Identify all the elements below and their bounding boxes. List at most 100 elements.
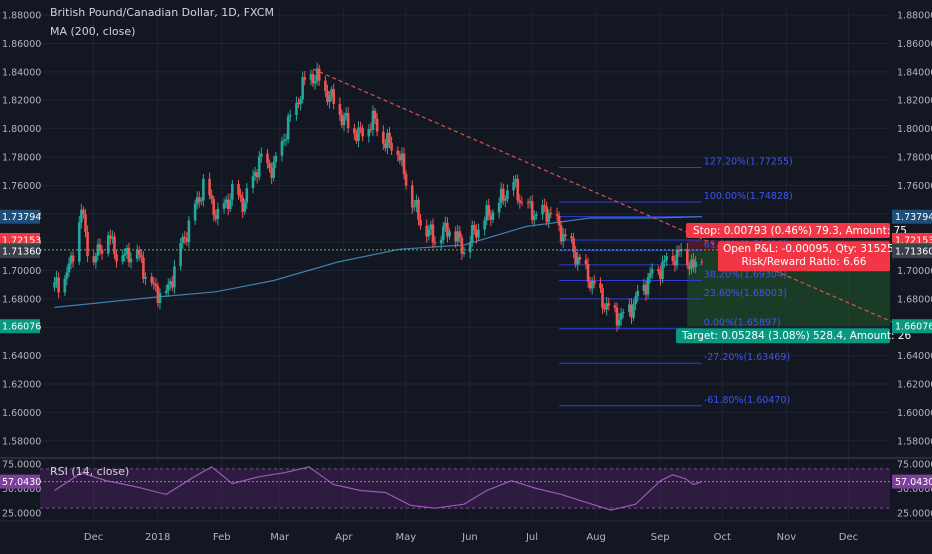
x-tick-label: 2018 — [145, 532, 170, 543]
candle-body — [607, 303, 611, 306]
candle-body — [686, 249, 689, 266]
candle-body — [346, 113, 350, 129]
candle-body — [367, 129, 371, 137]
x-tick-label: Dec — [839, 532, 858, 543]
candle-body — [295, 102, 298, 116]
candle-body — [164, 291, 168, 294]
candle-body — [106, 235, 110, 254]
price-badge-right-text: 1.73794 — [895, 212, 932, 223]
candle-body — [272, 162, 275, 178]
candle-body — [371, 110, 375, 131]
candle-body — [171, 281, 174, 288]
price-tick-label: 1.60000 — [897, 408, 932, 419]
stop-label-box — [686, 222, 890, 238]
candle-body — [497, 202, 501, 213]
candle-body — [621, 312, 625, 314]
candle-body — [402, 153, 406, 174]
candle-body — [226, 199, 230, 210]
candle-body — [619, 312, 623, 320]
candle-body — [518, 200, 522, 203]
candle-body — [127, 248, 131, 263]
candle-body — [231, 184, 234, 200]
candle-body — [659, 271, 662, 279]
candle-body — [574, 252, 577, 265]
price-badge-left-text: 1.71360 — [2, 247, 41, 258]
candle-body — [297, 102, 300, 105]
candle-body — [601, 288, 604, 308]
candle-body — [671, 255, 675, 262]
price-badge-right-text: 1.66076 — [895, 322, 932, 333]
candle-body — [448, 231, 451, 237]
x-tick-label: Nov — [777, 532, 797, 543]
price-badge-right — [892, 209, 932, 224]
candle-body — [382, 131, 385, 144]
pnl-label: Open P&L: -0.00095, Qty: 31525 — [723, 243, 894, 255]
price-tick-label: 1.62000 — [897, 380, 932, 391]
candle-body — [286, 116, 290, 140]
candle-body — [690, 259, 693, 270]
candle-body — [245, 188, 249, 203]
candle-body — [77, 222, 81, 262]
candle-body — [202, 178, 205, 201]
candle-body — [675, 249, 679, 266]
rsi-band — [40, 468, 890, 509]
candle-body — [355, 133, 358, 142]
candle-body — [71, 255, 75, 262]
candle-body — [185, 238, 189, 243]
candle-body — [390, 142, 393, 151]
candle-body — [342, 115, 346, 126]
candle-body — [280, 141, 284, 156]
candle-body — [561, 234, 565, 242]
candle-body — [361, 128, 364, 137]
candle-body — [547, 212, 551, 222]
candle-body — [84, 214, 87, 232]
candle-body — [665, 255, 668, 261]
candle-body — [210, 195, 213, 199]
candle-body — [317, 68, 321, 81]
candle-body — [121, 255, 125, 262]
candle-body — [555, 213, 559, 216]
candle-body — [636, 290, 639, 297]
price-badge-right-text: 1.72153 — [895, 235, 932, 246]
rsi-tick-label: 25.0000 — [897, 509, 932, 520]
candle-body — [419, 219, 422, 226]
candle-body — [535, 214, 538, 216]
price-tick-label: 1.84000 — [897, 67, 932, 78]
candle-body — [115, 254, 118, 262]
candle-body — [80, 209, 83, 223]
price-tick-label-left: 1.80000 — [2, 124, 41, 135]
candle-body — [311, 74, 315, 84]
candle-body — [152, 282, 156, 285]
candle-body — [630, 304, 633, 318]
price-badge-left-text: 1.73794 — [2, 212, 41, 223]
candle-body — [541, 205, 544, 215]
candle-body — [359, 127, 362, 129]
x-tick-label: Jul — [525, 532, 538, 543]
candle-body — [55, 277, 58, 283]
candle-body — [694, 261, 697, 268]
rsi-legend: RSI (14, close) — [50, 465, 129, 478]
candle-body — [603, 307, 606, 310]
candle-body — [86, 231, 89, 257]
candle-body — [398, 155, 402, 161]
fib-label: 100.00%(1.74828) — [704, 191, 793, 202]
candle-body — [543, 205, 546, 207]
candle-body — [557, 215, 561, 226]
candle-body — [485, 205, 489, 221]
fib-label: 127.20%(1.77255) — [704, 157, 793, 168]
candle-body — [144, 276, 147, 279]
candle-body — [415, 199, 418, 207]
candle-body — [386, 132, 389, 149]
candle-body — [129, 258, 133, 263]
candle-body — [332, 89, 335, 104]
price-tick-label: 1.82000 — [897, 96, 932, 107]
candle-body — [458, 231, 462, 238]
candle-body — [268, 163, 271, 169]
x-tick-label: Dec — [84, 532, 103, 543]
candle-body — [586, 264, 590, 282]
price-tick-label: 1.88000 — [897, 11, 932, 22]
candle-body — [212, 198, 216, 216]
rsi-tick-label-left: 75.0000 — [2, 459, 41, 470]
candle-body — [677, 249, 681, 252]
candle-body — [673, 261, 677, 266]
